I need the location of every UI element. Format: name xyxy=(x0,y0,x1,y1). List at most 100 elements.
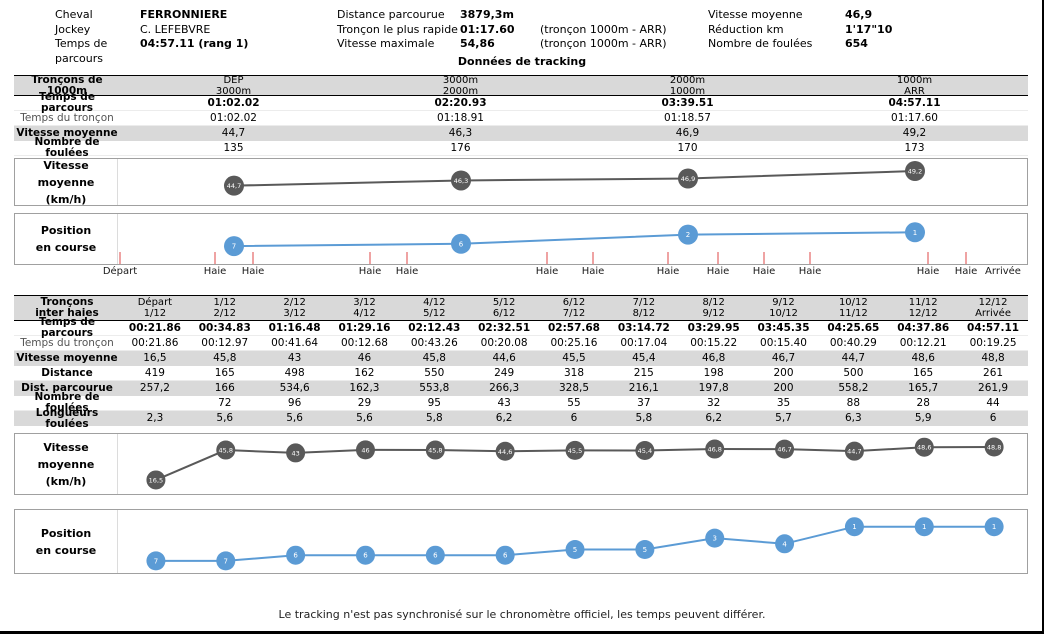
data-point xyxy=(775,534,795,554)
table-row: Temps de parcours 01:02.02 02:20.93 03:39.5… xyxy=(14,92,1028,114)
table-cell: 6 xyxy=(570,412,578,424)
data-point-label: 1 xyxy=(922,523,926,531)
speed-chart-inter-haies: 16,5 45,8 43 46 45,8 44,6 45,5 45,4 46,8 46,7 44,7… xyxy=(14,433,1028,495)
row-label: Nombre de foulées xyxy=(34,136,100,159)
chart-label: Vitesse moyenne (km/h) xyxy=(15,158,118,206)
table-cell: 5,9 xyxy=(914,412,932,424)
header-field-label: Réduction km xyxy=(708,22,784,36)
data-point-label: 46 xyxy=(361,446,369,454)
inter-hurdle-table: Tronçons inter haies Départ 1/12 1/12 2/12… xyxy=(14,295,1028,429)
table-cell: 04:57.11 xyxy=(967,321,1020,334)
data-point-label: 6 xyxy=(293,552,298,560)
distance-info-block: Distance parcourue 3879,3m Tronçon le plus… xyxy=(337,8,667,52)
table-cell: 498 xyxy=(284,366,305,379)
table-cell: 5,8 xyxy=(635,412,653,424)
header-field: Temps de parcours 04:57.11 (rang 1) xyxy=(55,37,248,66)
table-cell: 419 xyxy=(144,366,165,379)
column-header: 3000m 2000m xyxy=(442,74,479,97)
table-cell: 00:21.86 xyxy=(128,321,181,334)
table-cell: 37 xyxy=(637,396,651,409)
header-field-label: Tronçon le plus rapide xyxy=(337,22,458,36)
table-corner-label: Tronçons inter haies xyxy=(35,296,99,319)
table-cell: 249 xyxy=(494,366,515,379)
data-point-label: 49,2 xyxy=(908,168,922,176)
table-cell: 04:57.11 xyxy=(888,96,941,109)
table-cell: 2,3 xyxy=(146,412,164,424)
chart-label-line: (km/h) xyxy=(45,474,87,488)
table-cell: 00:41.64 xyxy=(271,336,319,349)
table-cell: 5,8 xyxy=(425,412,443,424)
header-field: Nombre de foulées 654 xyxy=(708,37,892,52)
data-point xyxy=(565,440,585,460)
data-point xyxy=(425,545,445,565)
table-cell: 49,2 xyxy=(902,127,927,139)
table-cell: 01:17.60 xyxy=(891,111,938,124)
data-point xyxy=(216,551,236,571)
chart-label-line: Vitesse moyenne xyxy=(37,158,95,189)
data-point-label: 45,4 xyxy=(638,447,652,455)
row-label: Nombre de foulées xyxy=(34,391,100,414)
data-point-label: 45,8 xyxy=(428,447,442,455)
table-cell: 01:18.57 xyxy=(664,111,711,124)
table-cell: 5,6 xyxy=(216,412,234,424)
header-field-label: Cheval xyxy=(55,8,93,21)
table-cell: 46 xyxy=(357,352,372,364)
hurdle-tick xyxy=(214,252,216,264)
table-cell: 44 xyxy=(986,396,1000,409)
header-field-value: C. LEFEBVRE xyxy=(140,22,211,36)
data-point xyxy=(451,170,471,191)
column-header: 8/12 9/12 xyxy=(702,297,725,319)
table-row: Distance 419 165 498 162 550 249 318 215 198 200 50… xyxy=(14,366,1028,381)
header-field: Distance parcourue 3879,3m xyxy=(337,8,667,23)
table-cell: 44,7 xyxy=(221,127,246,139)
table-cell: 01:16.48 xyxy=(268,321,321,334)
data-point xyxy=(984,437,1004,457)
hurdle-tick xyxy=(717,252,719,264)
disclaimer-text: Le tracking n'est pas synchronisé sur le… xyxy=(278,608,766,621)
data-point xyxy=(286,545,306,565)
header-field-value: 01:17.60 xyxy=(460,22,515,36)
table-cell: 165 xyxy=(214,366,235,379)
column-header: 7/12 8/12 xyxy=(632,297,656,319)
data-point xyxy=(905,222,925,243)
row-label: Temps du tronçon xyxy=(20,111,114,124)
row-label: Temps du tronçon xyxy=(20,336,114,349)
hurdle-tick xyxy=(406,252,408,264)
speed-line-series: 16,5 45,8 43 46 45,8 44,6 45,5 45,4 46,8 46,7 44,7… xyxy=(146,437,1004,490)
table-cell: 03:45.35 xyxy=(757,321,810,334)
table-cell: 48,8 xyxy=(981,352,1005,364)
table-cell: 16,5 xyxy=(143,352,167,364)
data-point-label: 46,8 xyxy=(707,446,721,454)
data-point xyxy=(224,236,244,257)
table-cell: 45,8 xyxy=(213,352,237,364)
table-cell: 32 xyxy=(706,396,721,409)
table-cell: 45,4 xyxy=(632,352,656,364)
row-label: Dist. parcourue xyxy=(21,382,113,394)
data-point xyxy=(775,439,795,459)
axis-label: Haie xyxy=(954,266,978,277)
data-point xyxy=(355,545,375,565)
chart-label-line: (km/h) xyxy=(45,192,87,206)
table-cell: 01:29.16 xyxy=(338,321,391,334)
axis-label: Haie xyxy=(916,266,940,277)
data-point xyxy=(355,440,375,460)
data-point xyxy=(705,528,725,548)
table-cell: 198 xyxy=(703,366,724,379)
chart-label: Position en course xyxy=(15,214,118,264)
table-cell: 534,6 xyxy=(279,382,310,394)
data-point xyxy=(451,233,471,254)
column-header: 4/12 5/12 xyxy=(423,297,446,319)
table-cell: 02:20.93 xyxy=(434,96,487,109)
axis-label: Haie xyxy=(395,266,419,277)
table-cell: 02:32.51 xyxy=(478,321,531,334)
table-cell: 257,2 xyxy=(139,382,170,394)
axis-label: Haie xyxy=(706,266,730,277)
header-field: Tronçon le plus rapide 01:17.60 (tronçon … xyxy=(337,23,667,38)
header-field: Cheval FERRONNIERE xyxy=(55,8,248,23)
table-cell: 558,2 xyxy=(838,382,869,394)
data-point-label: 45,8 xyxy=(219,447,233,455)
table-cell: 04:25.65 xyxy=(827,321,880,334)
table-cell: 45,8 xyxy=(422,352,446,364)
table-cell: 6 xyxy=(989,412,997,424)
table-cell: 03:29.95 xyxy=(687,321,740,334)
